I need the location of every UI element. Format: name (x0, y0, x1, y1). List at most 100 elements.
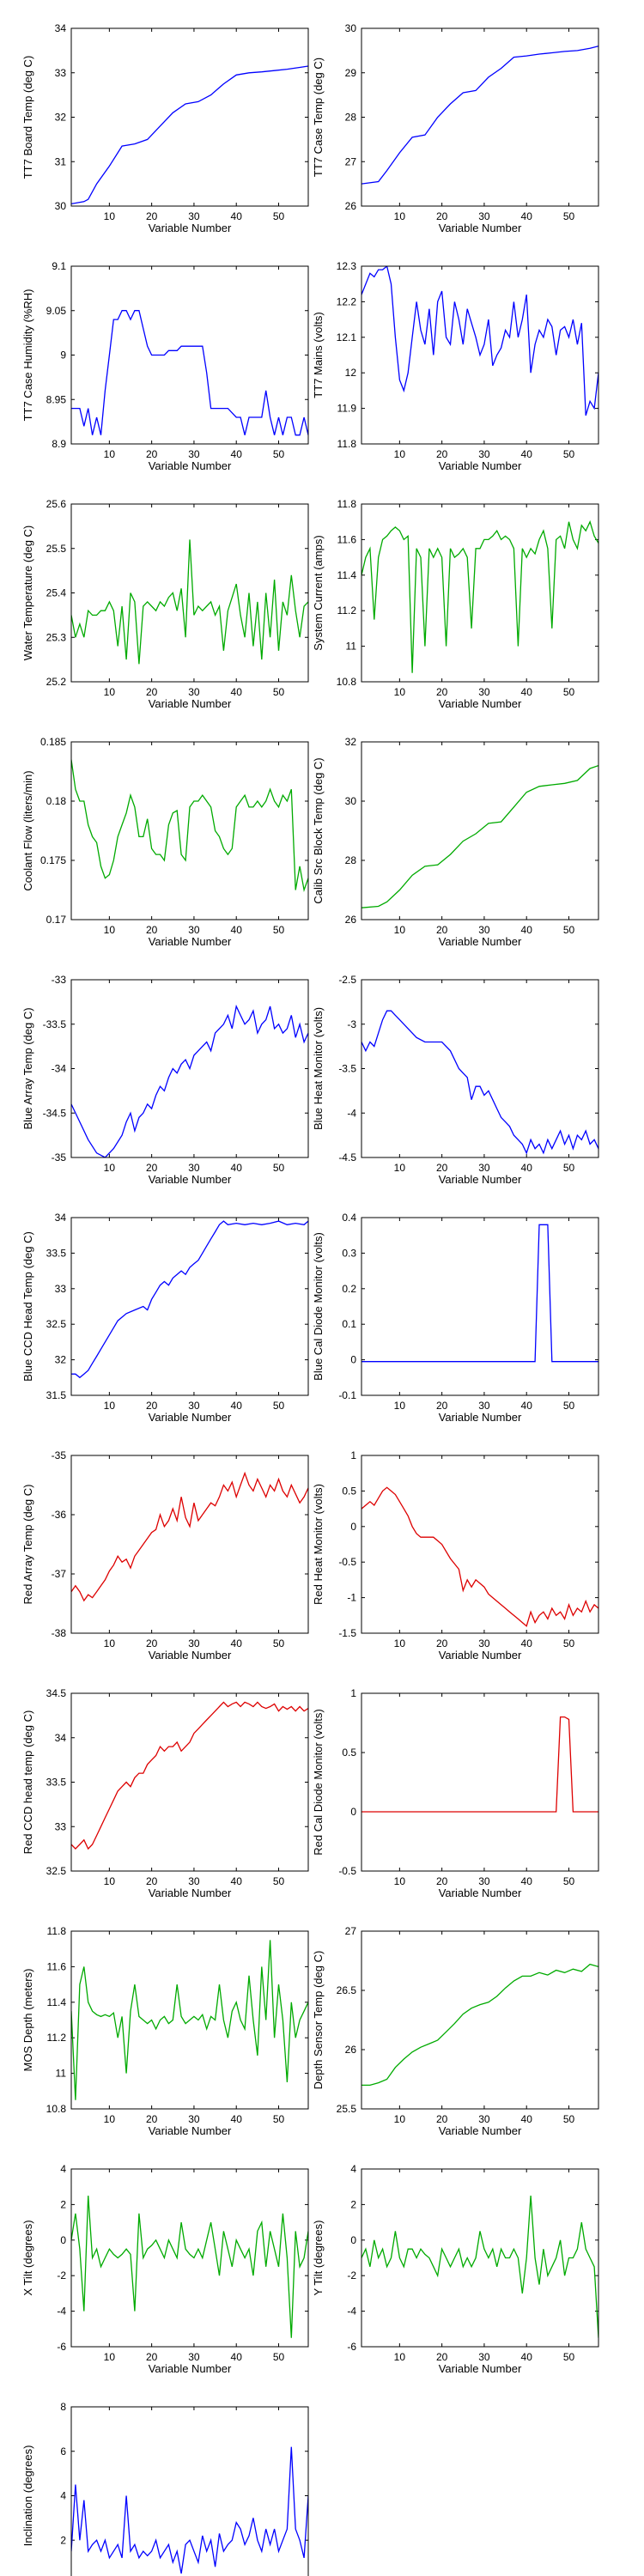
x-tick-label: 30 (188, 448, 200, 460)
x-tick-label: 50 (563, 1637, 575, 1649)
series-line (71, 1220, 308, 1379)
x-tick-label: 30 (478, 2351, 490, 2363)
x-tick-label: 40 (521, 2113, 533, 2125)
y-tick-label: 0.18 (46, 795, 67, 807)
y-tick-label: -38 (52, 1627, 67, 1639)
x-tick-label: 30 (188, 2351, 200, 2363)
x-tick-label: 40 (231, 924, 243, 936)
x-tick-label: 40 (231, 1637, 243, 1649)
plot-frame (361, 1930, 599, 2110)
series-line (361, 1963, 598, 2087)
y-axis-label: Blue Array Temp (deg C) (21, 1007, 34, 1129)
y-tick-label: 11.2 (337, 605, 357, 617)
x-axis-label: Variable Number (439, 1173, 522, 1186)
series-line (361, 2196, 598, 2338)
x-tick-label: 40 (231, 1162, 243, 1174)
x-tick-label: 10 (394, 1637, 406, 1649)
y-tick-label: -34 (52, 1063, 67, 1075)
chart-panel-12: -0.1 0 0.1 0.2 0.3 0.4 10 20 30 40 50 Variable Numb… (312, 1212, 599, 1424)
plot-frame (70, 2168, 309, 2348)
y-tick-label: -2.5 (338, 974, 356, 986)
y-tick-label: 2 (350, 2198, 356, 2210)
chart-panel-13: -38 -37 -36 -35 10 20 30 40 50 Variable Number Red… (21, 1449, 309, 1662)
y-axis-label: Calib Src Block Temp (deg C) (312, 757, 325, 903)
y-tick-label: -3.5 (338, 1063, 356, 1075)
series-line (71, 1004, 308, 1157)
y-tick-label: 33 (55, 1283, 67, 1295)
y-tick-label: 34.5 (46, 1687, 67, 1699)
x-tick-label: 20 (436, 924, 448, 936)
y-tick-label: 33.5 (46, 1777, 67, 1789)
x-tick-label: 10 (394, 686, 406, 698)
x-tick-label: 20 (436, 2113, 448, 2125)
y-tick-label: 0.4 (342, 1212, 356, 1224)
series-line (71, 1471, 308, 1602)
plot-frame (361, 1455, 599, 1634)
y-tick-label: 0.2 (342, 1283, 356, 1295)
y-tick-label: 0.1 (342, 1318, 356, 1330)
series-line (361, 764, 598, 908)
y-axis-label: Water Temperature (deg C) (21, 526, 34, 661)
y-axis-label: MOS Depth (meters) (21, 1969, 34, 2072)
x-tick-label: 50 (273, 1400, 285, 1412)
y-axis-label: Blue Heat Monitor (volts) (312, 1007, 325, 1130)
plot-frame (70, 1692, 309, 1872)
plot-frame (70, 265, 309, 445)
series-line (71, 2196, 308, 2338)
x-axis-label: Variable Number (149, 222, 232, 234)
y-tick-label: -4.5 (338, 1151, 356, 1163)
y-tick-label: 31.5 (46, 1389, 67, 1401)
chart-panel-10: -4.5 -4 -3.5 -3 -2.5 10 20 30 40 50 Variable Numbe… (312, 974, 599, 1186)
series-line (71, 1701, 308, 1850)
x-axis-label: Variable Number (149, 935, 232, 948)
x-tick-label: 30 (478, 686, 490, 698)
plot-frame (361, 1217, 599, 1396)
x-tick-label: 10 (104, 1875, 116, 1887)
plot-frame (70, 1217, 309, 1396)
y-tick-label: 0.185 (40, 736, 66, 748)
series-line (71, 759, 308, 893)
chart-panel-15: 32.5 33 33.5 34 34.5 10 20 30 40 50 Variable Numbe… (21, 1687, 309, 1899)
x-tick-label: 10 (104, 924, 116, 936)
chart-panel-2: 26 27 28 29 30 10 20 30 40 50 Variable Number TT7 C… (312, 22, 599, 234)
x-tick-label: 30 (188, 686, 200, 698)
y-axis-label: Red Array Temp (deg C) (21, 1485, 34, 1605)
x-tick-label: 50 (273, 924, 285, 936)
plot-frame (361, 979, 599, 1158)
y-axis-label: TT7 Board Temp (deg C) (21, 56, 34, 179)
chart-panel-20: -6 -4 -2 0 2 4 10 20 30 40 50 Variable Number Y Tilt… (312, 2163, 599, 2375)
x-axis-label: Variable Number (149, 2124, 232, 2137)
plot-frame (361, 741, 599, 920)
plot-frame (361, 2168, 599, 2348)
x-tick-label: 20 (436, 210, 448, 222)
y-tick-label: -33.5 (43, 1018, 67, 1030)
x-tick-label: 30 (478, 1637, 490, 1649)
x-tick-label: 30 (478, 1400, 490, 1412)
y-tick-label: 10.8 (337, 676, 357, 688)
x-tick-label: 10 (394, 924, 406, 936)
x-tick-label: 10 (394, 1162, 406, 1174)
series-line (71, 539, 308, 665)
x-tick-label: 50 (563, 1875, 575, 1887)
x-tick-label: 40 (521, 1637, 533, 1649)
y-tick-label: 32 (345, 736, 357, 748)
y-axis-label: Red CCD head temp (deg C) (21, 1710, 34, 1855)
plot-frame (70, 503, 309, 683)
chart-panel-19: -6 -4 -2 0 2 4 10 20 30 40 50 Variable Number X Tilt… (21, 2163, 309, 2375)
x-tick-label: 10 (394, 448, 406, 460)
plot-frame (361, 265, 599, 445)
y-tick-label: 28 (345, 112, 357, 124)
y-tick-label: 0 (350, 2234, 356, 2246)
y-tick-label: -4 (347, 1107, 356, 1119)
x-tick-label: 20 (436, 686, 448, 698)
plot-frame (70, 741, 309, 920)
x-tick-label: 30 (188, 1162, 200, 1174)
x-tick-label: 50 (563, 686, 575, 698)
x-tick-label: 10 (104, 1400, 116, 1412)
y-tick-label: 0 (350, 1354, 356, 1366)
x-tick-label: 50 (273, 1637, 285, 1649)
x-axis-label: Variable Number (149, 697, 232, 710)
y-tick-label: 33 (55, 1820, 67, 1832)
x-tick-label: 50 (273, 1162, 285, 1174)
x-tick-label: 40 (231, 1400, 243, 1412)
